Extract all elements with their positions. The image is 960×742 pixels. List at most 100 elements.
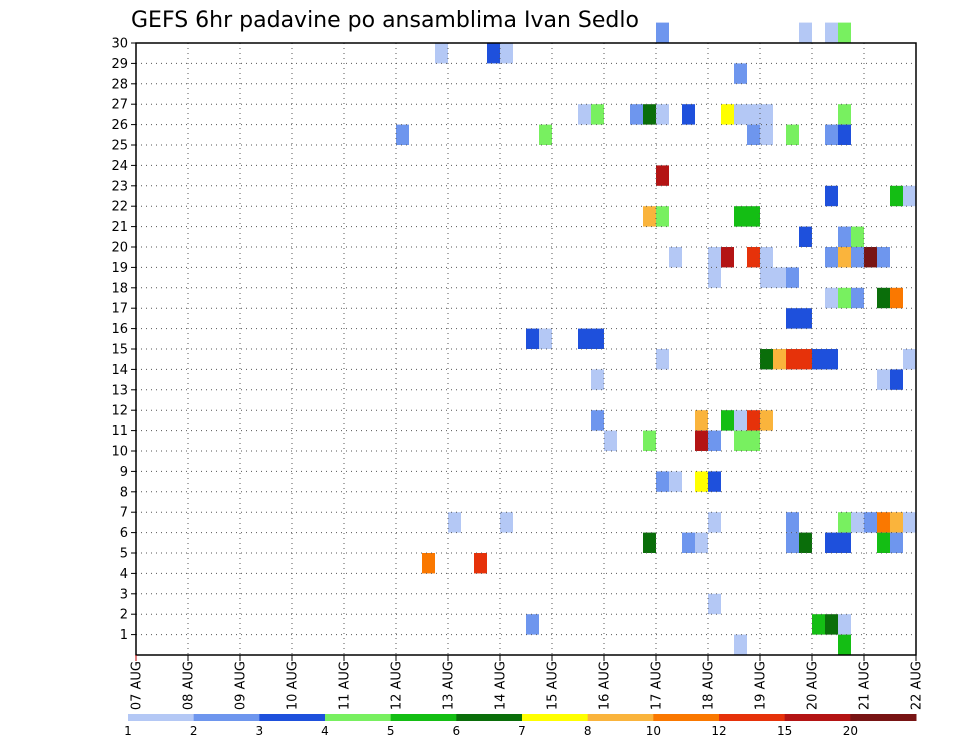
precip-cell <box>721 247 734 268</box>
y-tick-label: 2 <box>120 608 128 623</box>
precip-cell <box>708 512 721 533</box>
colorbar-label: 1 <box>124 724 132 738</box>
precip-cell <box>760 124 773 145</box>
precip-cell <box>799 308 812 329</box>
precip-cell <box>838 22 851 43</box>
colorbar-swatch <box>259 714 326 721</box>
y-tick-label: 23 <box>111 179 128 194</box>
precip-cell <box>708 430 721 451</box>
precip-cell <box>838 532 851 553</box>
y-tick-label: 15 <box>111 343 128 358</box>
y-tick-label: 17 <box>111 302 128 317</box>
precip-cell <box>539 124 552 145</box>
precip-cell <box>825 614 838 635</box>
precip-cell <box>786 512 799 533</box>
precip-cell <box>656 104 669 125</box>
precip-cell <box>825 532 838 553</box>
precip-cell <box>747 430 760 451</box>
precip-cell <box>669 247 682 268</box>
precip-cell <box>747 410 760 431</box>
precip-cell <box>851 226 864 247</box>
precip-cell <box>838 247 851 268</box>
precip-cell <box>838 226 851 247</box>
colorbar-swatch <box>719 714 786 721</box>
y-tick-label: 4 <box>120 567 128 582</box>
colorbar-label: 8 <box>584 724 592 738</box>
precip-cell <box>903 512 916 533</box>
precip-cell <box>695 532 708 553</box>
precip-cell <box>422 553 435 574</box>
precip-cell <box>721 410 734 431</box>
precip-cell <box>656 22 669 43</box>
colorbar-swatch <box>325 714 392 721</box>
colorbar-label: 7 <box>518 724 526 738</box>
colorbar: 1 2 3 4 5 6 7 8 10 12 15 20 <box>124 714 917 738</box>
precip-cell <box>500 512 513 533</box>
y-tick-label: 3 <box>120 587 128 602</box>
precip-cell <box>578 104 591 125</box>
y-tick-label: 10 <box>111 445 128 460</box>
precip-cell <box>825 247 838 268</box>
precip-cell <box>695 471 708 492</box>
precip-cell <box>838 104 851 125</box>
precip-cell <box>838 634 851 655</box>
precip-cell <box>591 410 604 431</box>
y-tick-label: 21 <box>111 220 128 235</box>
colorbar-label: 12 <box>711 724 726 738</box>
colorbar-label: 6 <box>453 724 461 738</box>
precip-cell <box>864 512 877 533</box>
precip-cell <box>760 349 773 370</box>
precip-cell <box>539 328 552 349</box>
y-tick-label: 18 <box>111 281 128 296</box>
y-tick-label: 5 <box>120 547 128 562</box>
precip-cell <box>643 430 656 451</box>
precip-cell <box>786 349 799 370</box>
y-tick-label: 29 <box>111 57 128 72</box>
precip-cell <box>643 532 656 553</box>
y-tick-label: 19 <box>111 261 128 276</box>
colorbar-swatch <box>128 714 195 721</box>
precip-cell <box>695 430 708 451</box>
x-tick-label: 16 AUG <box>598 661 613 710</box>
precip-cell <box>669 471 682 492</box>
precip-cell <box>487 43 500 64</box>
x-tick-label: 19 AUG <box>754 661 769 710</box>
precip-cell <box>799 226 812 247</box>
precip-cell <box>734 410 747 431</box>
x-tick-label: 08 AUG <box>182 661 197 710</box>
colorbar-swatch <box>193 714 260 721</box>
precip-cell <box>734 104 747 125</box>
precip-cell <box>734 430 747 451</box>
colorbar-label: 15 <box>777 724 792 738</box>
x-tick-label: 09 AUG <box>234 661 249 710</box>
precip-cell <box>760 267 773 288</box>
y-tick-label: 9 <box>120 465 128 480</box>
precip-cell <box>786 308 799 329</box>
x-tick-label: 13 AUG <box>442 661 457 710</box>
colorbar-swatch <box>390 714 457 721</box>
y-tick-label: 30 <box>111 37 128 52</box>
precip-cell <box>851 287 864 309</box>
colorbar-swatch <box>587 714 654 721</box>
precip-cell <box>903 185 916 207</box>
y-tick-label: 12 <box>111 404 128 419</box>
y-tick-label: 13 <box>111 383 128 398</box>
x-tick-label: 14 AUG <box>494 661 509 710</box>
colorbar-label: 5 <box>387 724 395 738</box>
precip-cell <box>448 512 461 533</box>
precip-cell <box>708 593 721 615</box>
precip-cell <box>747 104 760 125</box>
y-tick-label: 26 <box>111 118 128 133</box>
precip-cell <box>734 634 747 655</box>
x-tick-label: 18 AUG <box>702 661 717 710</box>
colorbar-swatch <box>784 714 851 721</box>
precip-cell <box>643 104 656 125</box>
colorbar-swatch <box>456 714 523 721</box>
precip-cell <box>799 532 812 553</box>
precip-cell <box>786 124 799 145</box>
y-tick-label: 20 <box>111 241 128 256</box>
precip-cell <box>825 124 838 145</box>
precip-cell <box>734 206 747 227</box>
precip-cell <box>825 287 838 309</box>
precip-cell <box>812 349 825 370</box>
